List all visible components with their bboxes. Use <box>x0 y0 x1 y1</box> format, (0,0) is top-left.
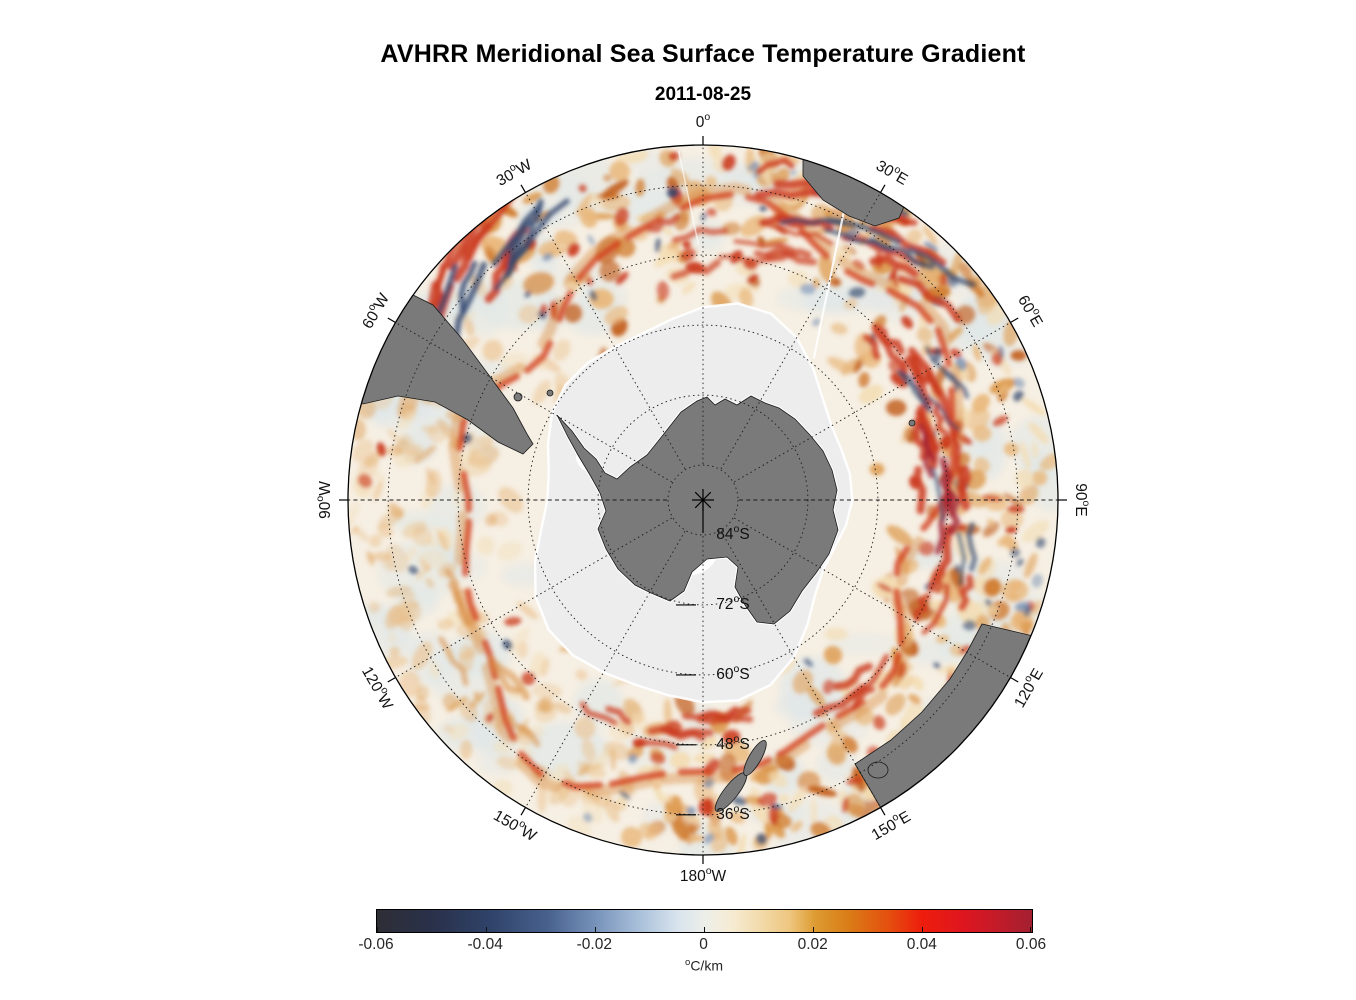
figure-title: AVHRR Meridional Sea Surface Temperature… <box>380 40 1026 68</box>
lon-label-90E: 90oE <box>1072 483 1092 516</box>
colorbar-tick-label: 0.06 <box>1015 936 1047 953</box>
colorbar-tick-mark <box>1030 927 1031 932</box>
lon-label-60W: 60oW <box>356 289 393 332</box>
ocean-field <box>348 145 1058 855</box>
colorbar-tick-mark <box>377 927 378 932</box>
colorbar-tick-label: 0 <box>699 936 708 953</box>
lon-label-30W: 30oW <box>492 153 535 190</box>
south-georgia <box>546 389 554 397</box>
new-zealand-north-island <box>743 740 767 776</box>
pole-marker <box>676 489 714 816</box>
lon-label-90W: 90oW <box>314 481 334 519</box>
colorbar-unit-label: oC/km <box>685 957 723 974</box>
lon-label-0: 0o <box>696 111 711 131</box>
falkland-islands <box>513 392 523 402</box>
colorbar-tick-mark <box>813 927 815 932</box>
antarctica <box>556 395 839 625</box>
colorbar <box>376 909 1033 933</box>
colorbar-tick-mark <box>594 927 596 932</box>
data-gap-swaths <box>677 150 850 359</box>
colorbar-tick-label: 0.04 <box>906 936 937 953</box>
lon-label-180W: 180oW <box>680 865 727 885</box>
colorbar-tick-label: -0.02 <box>576 936 612 953</box>
colorbar-tick-label: -0.04 <box>467 936 503 953</box>
kerguelen <box>908 419 916 427</box>
colorbar-tick-mark <box>704 927 705 932</box>
lat-label-36S: 36oS <box>716 803 749 823</box>
lat-label-84S: 84oS <box>716 523 749 543</box>
lat-label-48S: 48oS <box>716 733 749 753</box>
graticule <box>348 145 1058 855</box>
tasmania <box>867 761 889 779</box>
lat-label-60S: 60oS <box>716 663 749 683</box>
lon-label-60E: 60oE <box>1014 291 1048 330</box>
lat-label-72S: 72oS <box>716 593 749 613</box>
map-rim <box>339 136 1067 864</box>
colorbar-tick-mark <box>485 927 487 932</box>
colorbar-tick-label: 0.02 <box>797 936 828 953</box>
lon-label-30E: 30oE <box>873 155 912 189</box>
figure-subtitle: 2011-08-25 <box>654 84 752 105</box>
colorbar-tick-label: -0.06 <box>358 936 394 953</box>
colorbar-tick-mark <box>922 927 924 932</box>
